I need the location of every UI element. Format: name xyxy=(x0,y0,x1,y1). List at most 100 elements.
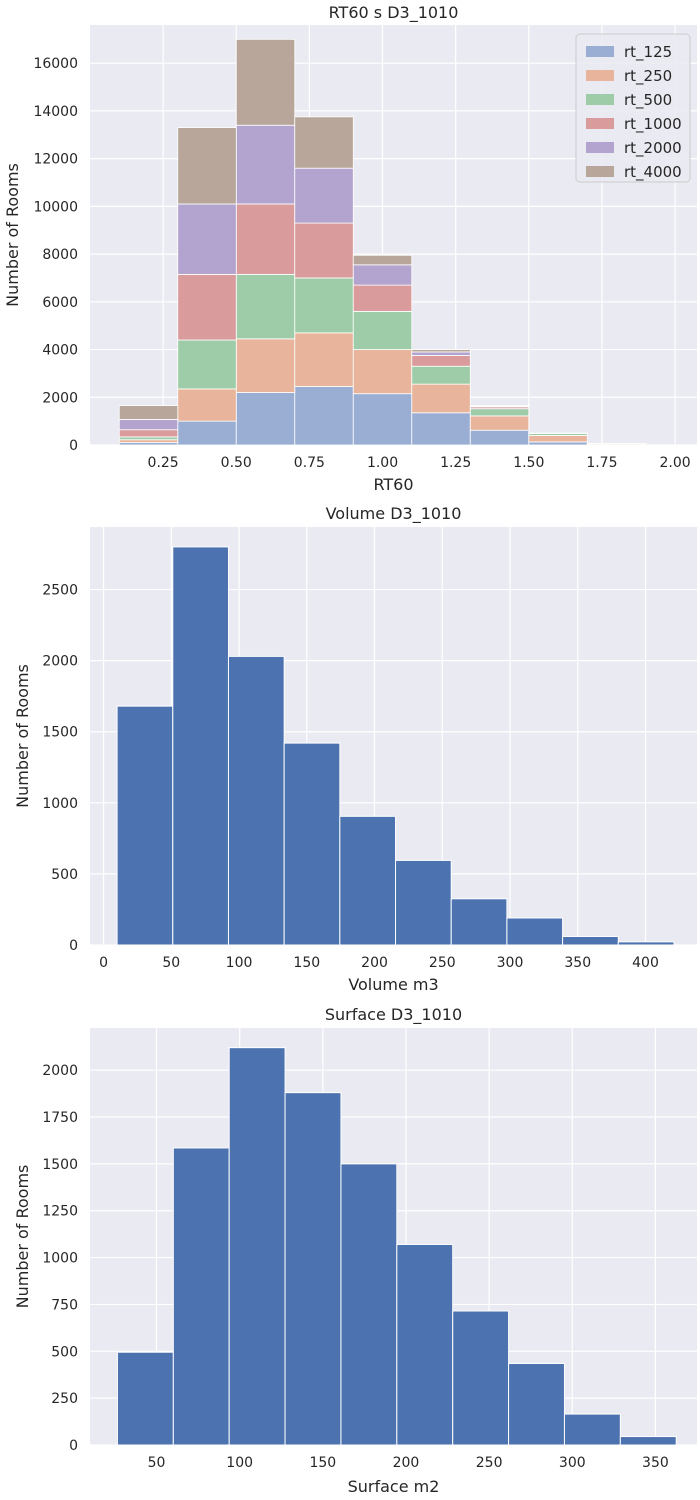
legend-swatch-rt_500 xyxy=(586,94,614,105)
bar-4 xyxy=(339,815,397,946)
bar-9 xyxy=(619,1436,677,1446)
bar-1 xyxy=(172,1147,230,1446)
y-tick-label: 1750 xyxy=(42,1110,78,1126)
bar-rt_500-0 xyxy=(118,436,179,441)
bar-rt_125-6 xyxy=(469,429,530,446)
bar-rt_1000-2 xyxy=(235,203,296,275)
legend-swatch-rt_250 xyxy=(586,70,614,81)
legend-swatch-rt_2000 xyxy=(586,142,614,153)
chart-title: Volume D3_1010 xyxy=(326,504,462,524)
bar-rt_125-1 xyxy=(177,420,237,446)
x-axis-label: RT60 xyxy=(373,475,413,494)
bar-rt_4000-2 xyxy=(235,38,296,126)
bar-0 xyxy=(116,1351,174,1446)
bar-0 xyxy=(116,705,174,946)
bar-rt_2000-5 xyxy=(411,351,471,356)
x-tick-label: 0.50 xyxy=(221,455,252,471)
legend-label-rt_250: rt_250 xyxy=(624,67,672,86)
y-tick-label: 4000 xyxy=(42,343,78,359)
y-tick-label: 12000 xyxy=(33,152,78,168)
x-tick-label: 300 xyxy=(497,955,524,971)
bar-1 xyxy=(172,546,229,946)
y-tick-label: 1500 xyxy=(42,1157,78,1173)
bar-rt_250-4 xyxy=(352,349,413,395)
bar-rt_2000-3 xyxy=(294,167,354,224)
y-tick-label: 750 xyxy=(51,1297,78,1313)
chart-1: 0 50 100 150 200 250 300 350 400 0 500 1000 1500 2000… xyxy=(13,504,697,994)
bar-2 xyxy=(228,1047,286,1446)
bar-rt_2000-4 xyxy=(352,264,413,286)
x-axis-label: Surface m2 xyxy=(348,1477,440,1496)
bar-2 xyxy=(227,655,285,946)
bar-rt_1000-5 xyxy=(411,355,471,367)
x-tick-label: 300 xyxy=(559,1455,586,1471)
x-tick-label: 250 xyxy=(429,955,456,971)
y-tick-label: 500 xyxy=(51,1344,78,1360)
bar-6 xyxy=(450,898,508,946)
bar-rt_4000-0 xyxy=(118,405,179,420)
legend-swatch-rt_4000 xyxy=(586,166,614,177)
y-tick-label: 1000 xyxy=(42,1251,78,1267)
x-tick-label: 100 xyxy=(226,955,253,971)
y-tick-label: 2000 xyxy=(42,390,78,406)
bar-3 xyxy=(284,1092,342,1446)
y-tick-label: 6000 xyxy=(42,295,78,311)
y-tick-label: 250 xyxy=(51,1391,78,1407)
chart-title: Surface D3_1010 xyxy=(325,1005,462,1025)
y-axis-label: Number of Rooms xyxy=(3,163,22,307)
y-tick-label: 1250 xyxy=(42,1204,78,1220)
x-tick-label: 100 xyxy=(226,1455,253,1471)
x-tick-label: 0.25 xyxy=(148,455,179,471)
chart-2: 50 100 150 200 250 300 350 0 250 500 750 1000 1250 15… xyxy=(13,1005,697,1496)
y-tick-label: 8000 xyxy=(42,247,78,263)
y-axis-label: Number of Rooms xyxy=(13,1165,32,1309)
chart-title: RT60 s D3_1010 xyxy=(329,3,459,23)
x-tick-label: 250 xyxy=(476,1455,503,1471)
bar-rt_125-7 xyxy=(528,441,588,446)
x-tick-label: 350 xyxy=(642,1455,669,1471)
bar-rt_250-5 xyxy=(411,383,471,414)
x-tick-label: 0 xyxy=(99,955,108,971)
bar-rt_500-5 xyxy=(411,365,471,385)
bar-5 xyxy=(395,859,452,946)
legend-label-rt_4000: rt_4000 xyxy=(624,163,682,182)
x-tick-label: 200 xyxy=(361,955,388,971)
bar-rt_4000-3 xyxy=(294,116,354,169)
bar-rt_2000-0 xyxy=(118,419,179,431)
bar-7 xyxy=(508,1362,565,1446)
bar-rt_125-4 xyxy=(352,393,413,446)
x-tick-label: 0.75 xyxy=(294,455,325,471)
bar-rt_250-2 xyxy=(235,338,296,393)
bar-rt_125-2 xyxy=(235,392,296,446)
y-tick-label: 0 xyxy=(69,938,78,954)
x-tick-label: 350 xyxy=(564,955,591,971)
bar-rt_500-6 xyxy=(469,408,530,417)
bar-rt_500-4 xyxy=(352,310,413,350)
legend: rt_125 rt_250 rt_500 rt_1000 rt_2000 rt_4000 xyxy=(575,33,691,183)
y-tick-label: 0 xyxy=(69,438,78,454)
bar-rt_125-5 xyxy=(411,412,471,446)
y-tick-label: 500 xyxy=(51,867,78,883)
y-tick-label: 2000 xyxy=(42,1063,78,1079)
bar-rt_500-1 xyxy=(177,339,237,390)
bar-8 xyxy=(562,935,619,946)
legend-swatch-rt_125 xyxy=(586,46,614,57)
bar-rt_1000-4 xyxy=(352,284,413,312)
x-tick-label: 400 xyxy=(632,955,659,971)
y-tick-label: 2500 xyxy=(42,583,78,599)
y-axis-label: Number of Rooms xyxy=(13,664,32,808)
y-tick-label: 0 xyxy=(69,1438,78,1454)
legend-swatch-rt_1000 xyxy=(586,118,614,129)
x-axis-label: Volume m3 xyxy=(348,975,438,994)
bar-rt_4000-4 xyxy=(352,254,413,266)
bar-7 xyxy=(506,917,564,946)
bar-rt_4000-1 xyxy=(177,127,237,205)
x-tick-label: 200 xyxy=(393,1455,420,1471)
bar-rt_250-3 xyxy=(294,332,354,387)
legend-label-rt_2000: rt_2000 xyxy=(624,139,682,158)
bar-5 xyxy=(396,1243,454,1446)
x-tick-label: 1.25 xyxy=(440,455,471,471)
y-tick-label: 1000 xyxy=(42,796,78,812)
x-tick-label: 150 xyxy=(293,955,320,971)
